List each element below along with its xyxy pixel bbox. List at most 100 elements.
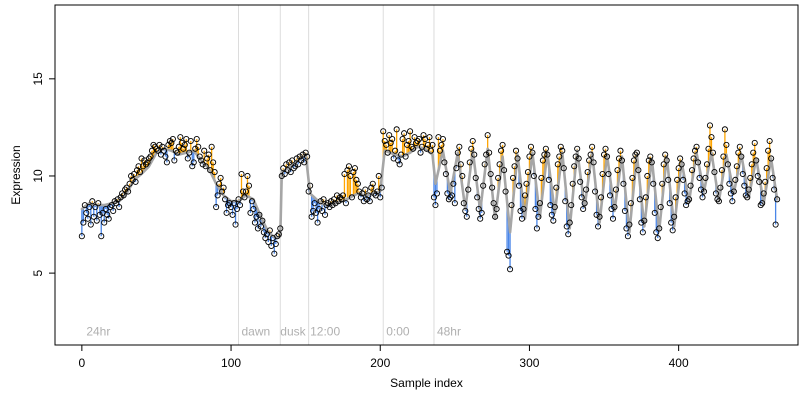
data-point	[486, 149, 493, 156]
data-point	[378, 184, 385, 191]
plot-frame	[54, 4, 799, 346]
segment-annotations: 24hr dawn dusk 12:00 0:00 48hr	[86, 324, 461, 338]
data-point	[744, 194, 751, 201]
data-point	[125, 188, 132, 195]
data-point	[359, 190, 366, 197]
data-point	[602, 145, 609, 152]
data-point	[262, 235, 269, 242]
data-point	[278, 172, 285, 180]
data-point	[648, 159, 655, 166]
data-point	[453, 165, 460, 172]
data-point	[196, 153, 203, 160]
data-point	[213, 204, 220, 211]
data-point	[774, 196, 781, 203]
data-point	[611, 204, 618, 211]
data-point	[647, 153, 654, 160]
data-point	[235, 196, 242, 203]
data-point	[407, 128, 414, 135]
data-point	[580, 205, 587, 213]
x-axis-title: Sample index	[390, 376, 463, 390]
data-point	[430, 194, 438, 201]
data-point	[499, 141, 506, 148]
data-point	[709, 149, 717, 156]
data-point	[657, 204, 664, 211]
data-point	[365, 192, 372, 199]
data-point	[574, 145, 581, 152]
data-point	[724, 161, 731, 168]
data-point	[541, 151, 548, 158]
data-point	[369, 180, 376, 187]
data-point	[669, 227, 676, 234]
data-point	[756, 178, 763, 185]
data-point	[305, 188, 312, 195]
data-point	[524, 169, 532, 176]
data-point	[686, 196, 693, 203]
data-point	[589, 143, 596, 150]
y-axis: 5 10 15	[31, 72, 56, 276]
data-point	[375, 172, 382, 180]
data-point	[665, 176, 672, 183]
data-point	[560, 165, 567, 172]
data-point	[700, 188, 708, 195]
data-point	[232, 221, 239, 228]
data-point	[110, 207, 117, 214]
data-point	[131, 170, 138, 178]
data-point	[116, 204, 123, 211]
data-point	[336, 194, 344, 201]
data-point	[245, 182, 253, 189]
data-point	[668, 219, 675, 226]
data-point	[283, 161, 290, 168]
data-point	[603, 153, 611, 160]
data-point	[233, 205, 241, 213]
data-point	[674, 176, 681, 183]
data-point	[551, 204, 558, 211]
data-point	[271, 250, 278, 257]
data-point	[626, 221, 633, 228]
data-point	[587, 151, 594, 158]
data-point	[377, 194, 384, 201]
data-point	[507, 266, 514, 273]
data-point	[681, 190, 688, 197]
data-point	[259, 217, 266, 224]
data-point	[454, 149, 461, 156]
data-point	[492, 213, 499, 220]
data-point	[578, 194, 585, 201]
segment-label: 48hr	[437, 324, 461, 338]
data-point	[296, 153, 303, 160]
data-point	[530, 172, 537, 180]
data-point	[677, 155, 684, 162]
data-point	[608, 205, 615, 213]
data-point	[319, 207, 326, 214]
data-point	[427, 147, 435, 154]
data-point	[630, 157, 637, 164]
data-point	[241, 194, 248, 201]
data-point	[335, 198, 342, 205]
data-point	[304, 153, 311, 160]
data-point	[356, 188, 363, 195]
data-point	[487, 170, 494, 178]
data-point	[645, 157, 652, 164]
data-point	[214, 192, 221, 199]
data-point	[726, 180, 733, 187]
data-point	[699, 194, 706, 201]
data-point	[198, 157, 205, 164]
data-point	[156, 141, 163, 148]
data-point	[544, 151, 551, 158]
data-point	[323, 202, 330, 209]
data-point	[199, 161, 206, 168]
data-point	[660, 161, 667, 168]
data-point	[126, 180, 133, 187]
data-point	[174, 149, 181, 156]
data-point	[680, 176, 687, 183]
data-point	[162, 153, 169, 160]
data-point	[654, 235, 661, 242]
data-point	[475, 205, 482, 213]
data-point	[535, 213, 542, 220]
data-point	[208, 143, 215, 150]
data-point	[138, 155, 145, 162]
data-point	[204, 155, 211, 162]
data-point	[629, 174, 636, 181]
data-point	[595, 223, 602, 230]
data-point	[459, 172, 466, 180]
data-point	[244, 172, 251, 180]
